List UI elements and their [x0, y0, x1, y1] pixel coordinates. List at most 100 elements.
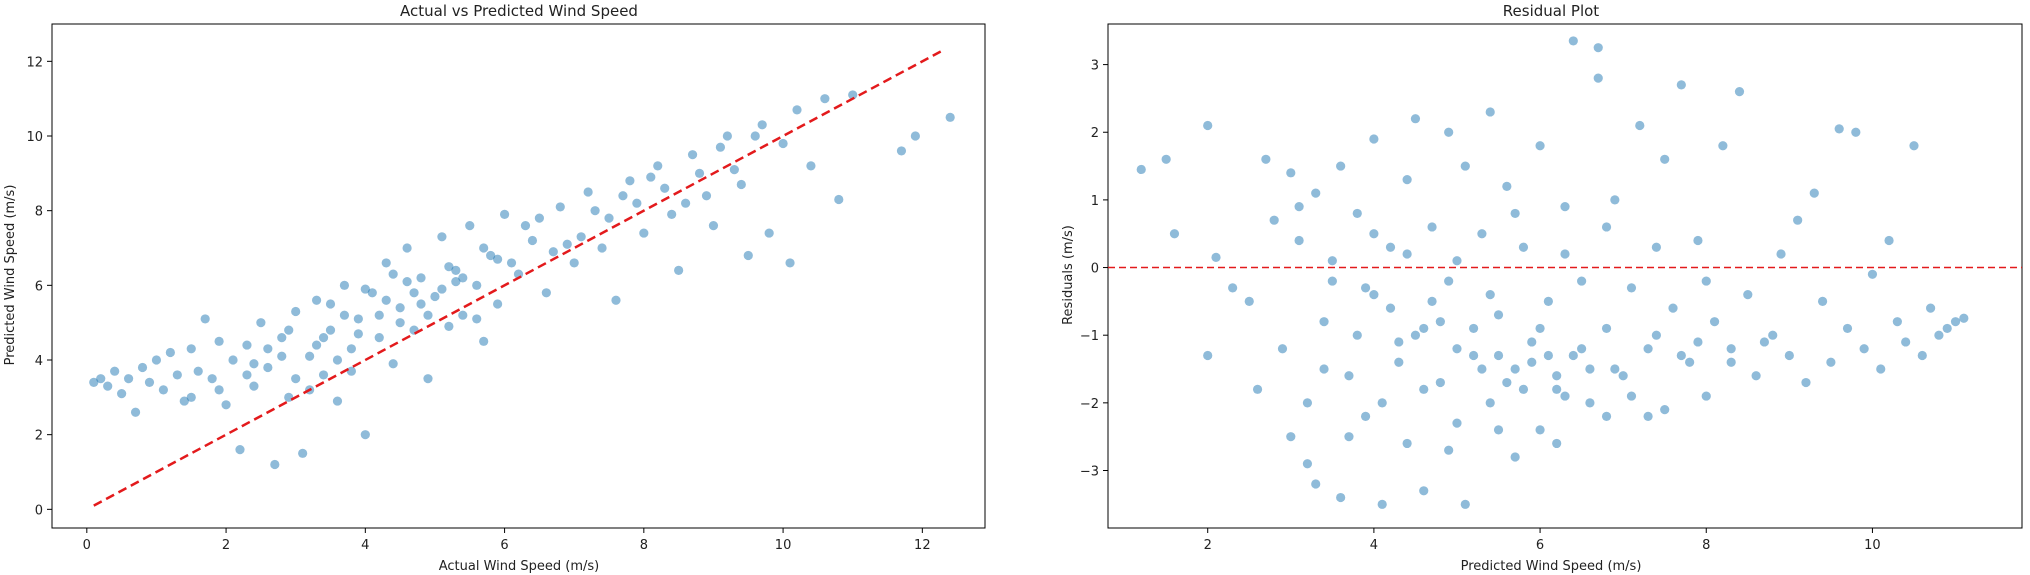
scatter-point [318, 333, 329, 343]
scatter-point [1319, 317, 1329, 327]
scatter-point [472, 314, 482, 324]
scatter-point [1302, 398, 1313, 408]
scatter-point [1311, 479, 1321, 489]
scatter-point [1676, 80, 1686, 90]
scatter-point [284, 325, 294, 335]
identity-reference-line [93, 49, 944, 507]
scatter-point [291, 306, 301, 317]
scatter-point [1261, 154, 1271, 164]
scatter-point [1651, 330, 1661, 340]
scatter-point [1768, 330, 1778, 340]
scatter-point [611, 295, 621, 305]
scatter-point [945, 112, 955, 122]
scatter-point [1585, 364, 1595, 374]
scatter-point [451, 277, 461, 287]
scatter-point [1419, 384, 1429, 394]
scatter-point [1502, 377, 1512, 388]
scatter-point [646, 172, 656, 182]
scatter-point [416, 299, 426, 309]
scatter-point [1385, 303, 1396, 313]
scatter-point [1601, 323, 1612, 334]
scatter-point [1809, 188, 1819, 198]
scatter-point [1203, 120, 1213, 131]
scatter-point [1610, 364, 1620, 374]
scatter-point [277, 333, 287, 343]
scatter-point [1660, 405, 1670, 415]
scatter-point [1892, 317, 1902, 327]
scatter-point [1327, 276, 1337, 286]
scatter-point [583, 187, 593, 197]
scatter-point [318, 370, 329, 380]
scatter-point [423, 374, 433, 384]
scatter-point [249, 359, 259, 369]
scatter-point [653, 161, 663, 171]
scatter-point [1543, 296, 1553, 306]
scatter-point [1518, 242, 1529, 252]
scatter-point [458, 273, 468, 283]
scatter-point [1294, 202, 1304, 212]
scatter-point [1626, 283, 1637, 293]
scatter-point [1876, 364, 1886, 374]
scatter-point [1826, 357, 1836, 367]
scatter-point [193, 366, 203, 376]
scatter-point [186, 392, 196, 402]
scatter-point [360, 430, 370, 440]
scatter-point [1834, 124, 1844, 134]
scatter-point [1419, 486, 1429, 496]
residual-chart: Residual Plot Predicted Wind Speed (m/s)… [1061, 2, 2023, 574]
scatter-point [423, 310, 433, 320]
scatter-point [1410, 114, 1421, 124]
scatter-point [1784, 350, 1794, 361]
scatter-point [144, 377, 155, 387]
scatter-point [1560, 391, 1570, 401]
scatter-point [722, 131, 732, 141]
scatter-point [743, 250, 753, 261]
scatter-point [1385, 242, 1396, 252]
scatter-point [1294, 235, 1304, 246]
scatter-point [806, 161, 816, 171]
scatter-point [1469, 350, 1479, 361]
scatter-point [298, 448, 308, 458]
scatter-point [1535, 141, 1545, 151]
scatter-point [694, 168, 705, 178]
scatter-point [1601, 222, 1612, 232]
scatter-point [534, 213, 544, 223]
scatter-point [1419, 323, 1429, 334]
scatter-point [451, 265, 461, 275]
scatter-point [1851, 127, 1861, 137]
scatter-point [1394, 337, 1404, 347]
x-tick-label: 4 [1370, 538, 1378, 553]
scatter-point [1793, 215, 1803, 225]
scatter-point [186, 344, 196, 354]
scatter-point [1568, 350, 1578, 361]
scatter-point [1485, 290, 1495, 300]
scatter-point [1668, 303, 1678, 313]
scatter-point [1269, 215, 1279, 225]
scatter-point [256, 318, 266, 328]
scatter-point [1377, 398, 1387, 408]
scatter-point [395, 303, 405, 313]
scatter-point [1344, 432, 1354, 442]
scatter-point [674, 265, 684, 275]
scatter-point [395, 318, 405, 328]
scatter-point [499, 209, 510, 219]
scatter-point [263, 362, 273, 373]
scatter-point [235, 445, 245, 455]
scatter-point [1493, 425, 1504, 435]
x-tick-label: 8 [640, 538, 648, 553]
scatter-point [360, 284, 370, 294]
scatter-point [1709, 317, 1720, 327]
scatter-point [1244, 296, 1254, 306]
scatter-point [1327, 256, 1337, 266]
scatter-point [1402, 249, 1412, 259]
scatter-point [221, 400, 231, 410]
scatter-point [381, 258, 391, 268]
scatter-point [325, 299, 336, 309]
scatter-point [548, 247, 558, 257]
actual-vs-predicted-chart: Actual vs Predicted Wind Speed Actual Wi… [3, 2, 986, 574]
scatter-point [736, 179, 746, 190]
scatter-point [1136, 164, 1146, 175]
y-tick-label: 0 [1091, 262, 1099, 277]
scatter-point [1568, 36, 1578, 46]
scatter-point [1352, 330, 1362, 340]
